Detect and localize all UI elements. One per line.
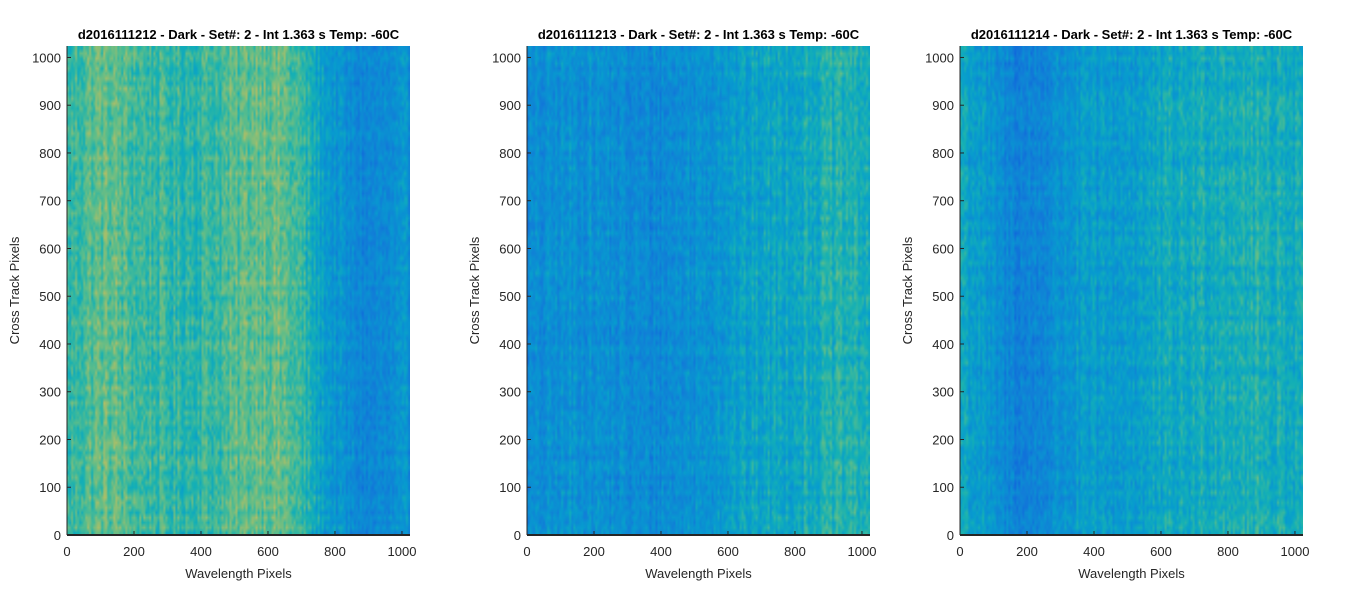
x-tick-label: 0 (956, 544, 963, 559)
y-tick-label: 400 (932, 337, 954, 352)
heatmap-image (527, 46, 870, 535)
y-tick-label: 400 (499, 337, 521, 352)
heatmap-image (67, 46, 410, 535)
y-tick-label: 0 (947, 528, 954, 543)
chart-title: d2016111212 - Dark - Set#: 2 - Int 1.363… (78, 27, 400, 42)
heatmap-panel-2: 0 200 400 600 800 1000 0 100 200 300 400 500 600 700 8… (467, 27, 876, 581)
y-tick-label: 900 (932, 98, 954, 113)
y-tick-label: 600 (932, 241, 954, 256)
x-tick-label: 800 (1217, 544, 1239, 559)
y-axis-label: Cross Track Pixels (900, 236, 915, 344)
x-axis-label: Wavelength Pixels (645, 566, 752, 581)
x-tick-label: 800 (784, 544, 806, 559)
y-axis-label: Cross Track Pixels (7, 236, 22, 344)
y-tick-label: 900 (39, 98, 61, 113)
y-tick-label: 800 (499, 146, 521, 161)
y-tick-label: 700 (39, 194, 61, 209)
x-tick-label: 600 (1150, 544, 1172, 559)
x-tick-label: 200 (123, 544, 145, 559)
chart-title: d2016111214 - Dark - Set#: 2 - Int 1.363… (971, 27, 1293, 42)
y-tick-label: 200 (499, 432, 521, 447)
y-tick-label: 300 (499, 385, 521, 400)
chart-title: d2016111213 - Dark - Set#: 2 - Int 1.363… (538, 27, 860, 42)
y-tick-label: 200 (932, 432, 954, 447)
x-tick-label: 400 (650, 544, 672, 559)
y-tick-label: 800 (932, 146, 954, 161)
y-tick-label: 1000 (32, 50, 61, 65)
y-tick-label: 700 (932, 194, 954, 209)
y-tick-label: 0 (54, 528, 61, 543)
y-tick-label: 1000 (492, 50, 521, 65)
y-tick-label: 400 (39, 337, 61, 352)
x-tick-label: 1000 (1281, 544, 1310, 559)
y-tick-label: 500 (932, 289, 954, 304)
x-tick-label: 1000 (848, 544, 877, 559)
x-tick-label: 1000 (388, 544, 417, 559)
y-tick-label: 600 (39, 241, 61, 256)
x-tick-label: 600 (717, 544, 739, 559)
x-tick-label: 600 (257, 544, 279, 559)
x-tick-label: 800 (324, 544, 346, 559)
y-tick-label: 500 (39, 289, 61, 304)
heatmap-panel-1: 0 200 400 600 800 1000 0 100 200 300 400 500 600 700 8… (7, 27, 416, 581)
x-tick-label: 400 (1083, 544, 1105, 559)
y-tick-label: 300 (39, 385, 61, 400)
y-tick-label: 200 (39, 432, 61, 447)
x-tick-label: 200 (1016, 544, 1038, 559)
x-tick-label: 200 (583, 544, 605, 559)
y-tick-label: 100 (932, 480, 954, 495)
x-tick-label: 400 (190, 544, 212, 559)
x-tick-label: 0 (63, 544, 70, 559)
x-axis-label: Wavelength Pixels (1078, 566, 1185, 581)
x-axis-label: Wavelength Pixels (185, 566, 292, 581)
y-tick-label: 100 (499, 480, 521, 495)
y-tick-label: 600 (499, 241, 521, 256)
y-tick-label: 900 (499, 98, 521, 113)
heatmap-panel-3: 0 200 400 600 800 1000 0 100 200 300 400 500 600 700 8… (900, 27, 1309, 581)
y-tick-label: 1000 (925, 50, 954, 65)
y-tick-label: 700 (499, 194, 521, 209)
y-tick-label: 100 (39, 480, 61, 495)
y-tick-label: 500 (499, 289, 521, 304)
x-tick-label: 0 (523, 544, 530, 559)
heatmap-image (960, 46, 1303, 535)
y-tick-label: 0 (514, 528, 521, 543)
y-tick-label: 300 (932, 385, 954, 400)
y-tick-label: 800 (39, 146, 61, 161)
y-axis-label: Cross Track Pixels (467, 236, 482, 344)
